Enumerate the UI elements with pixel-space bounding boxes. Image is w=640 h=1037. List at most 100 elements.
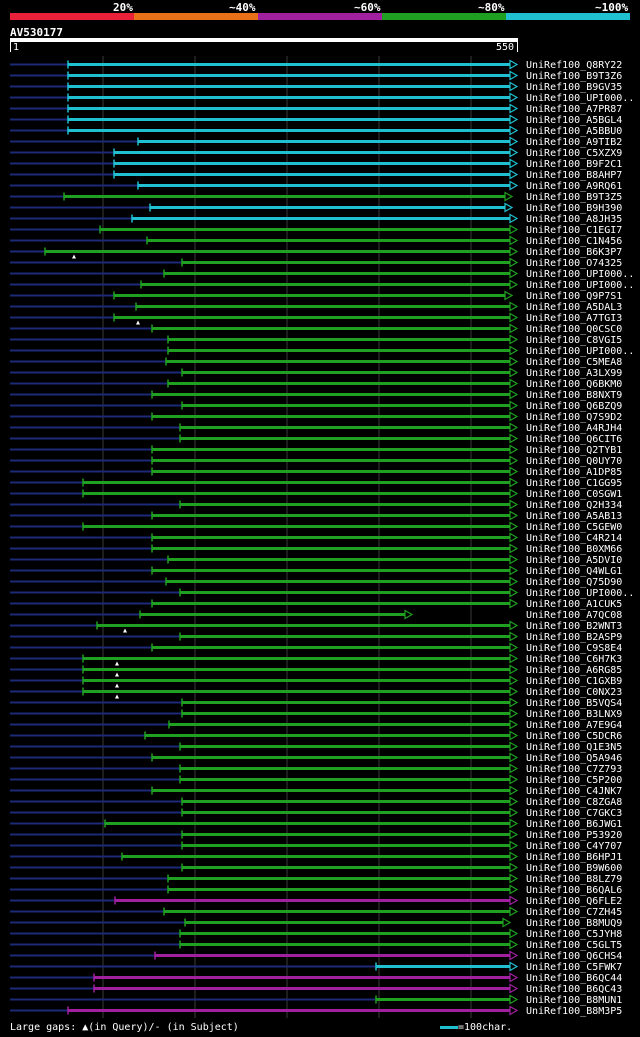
arrow-head-icon <box>509 235 519 246</box>
hit-label: UniRef100_Q5A946 <box>526 753 622 764</box>
hit-row: UniRef100_UPI000.. <box>10 279 634 291</box>
arrow-head-icon <box>509 774 519 785</box>
arrow-head-icon <box>509 92 519 103</box>
arrow-head-icon <box>509 664 519 675</box>
arrow-head-icon <box>509 961 519 972</box>
hit-label: UniRef100_B9F2C1 <box>526 159 622 170</box>
hit-label: UniRef100_C8VGI5 <box>526 335 622 346</box>
hit-label: UniRef100_B2ASP9 <box>526 632 622 643</box>
hit-label: UniRef100_Q6CHS4 <box>526 951 622 962</box>
hit-label: UniRef100_A5DVI0 <box>526 555 622 566</box>
subject-gap-label: - (in Subject) <box>154 1022 239 1033</box>
legend-label-2: ~40% <box>229 1 256 14</box>
hit-row: UniRef100_C5JYH8 <box>10 928 622 940</box>
arrow-head-icon <box>509 103 519 114</box>
hit-label: UniRef100_C6H7K3 <box>526 654 622 665</box>
hit-label: UniRef100_UPI000.. <box>526 346 634 357</box>
hit-row: UniRef100_B8AHP7 <box>10 169 622 181</box>
hit-row: UniRef100_B6JWG1 <box>10 818 622 830</box>
hit-row: UniRef100_C5P200 <box>10 774 622 786</box>
hit-row: UniRef100_Q6FLE2 <box>10 895 622 907</box>
hit-row: UniRef100_Q7S9D2 <box>10 411 622 423</box>
hit-label: UniRef100_A7TGI3 <box>526 313 622 324</box>
legend-label-3: ~60% <box>354 1 381 14</box>
arrow-head-icon <box>509 763 519 774</box>
arrow-head-icon <box>509 653 519 664</box>
arrow-head-icon <box>504 191 514 202</box>
hit-row: UniRef100_C1GG95 <box>10 477 622 489</box>
hit-label: UniRef100_B9GV35 <box>526 82 622 93</box>
hit-label: UniRef100_B8AHP7 <box>526 170 622 181</box>
hit-label: UniRef100_Q4WLG1 <box>526 566 622 577</box>
arrow-head-icon <box>509 422 519 433</box>
hit-label: UniRef100_Q0UY70 <box>526 456 622 467</box>
hit-row: UniRef100_A1CUK5 <box>10 598 622 610</box>
hit-row: UniRef100_C8VGI5 <box>10 334 622 346</box>
arrow-head-icon <box>509 807 519 818</box>
hit-row: UniRef100_B8M3P5 <box>10 1005 622 1017</box>
hit-label: UniRef100_Q2TYB1 <box>526 445 622 456</box>
arrow-head-icon <box>504 290 514 301</box>
hit-row: UniRef100_Q6CIT6 <box>10 433 622 445</box>
arrow-head-icon <box>509 719 519 730</box>
arrow-head-icon <box>509 972 519 983</box>
query-bar <box>10 38 518 42</box>
hit-row: UniRef100_C7ZH45 <box>10 906 622 918</box>
hit-label: UniRef100_UPI000.. <box>526 280 634 291</box>
arrow-head-icon <box>509 81 519 92</box>
hit-label: UniRef100_C4Y707 <box>526 841 622 852</box>
hit-label: UniRef100_C0NX23 <box>526 687 622 698</box>
arrow-head-icon <box>509 213 519 224</box>
arrow-head-icon <box>509 543 519 554</box>
hit-label: UniRef100_C9S8E4 <box>526 643 622 654</box>
arrow-head-icon <box>509 268 519 279</box>
hit-row: UniRef100_Q6CHS4 <box>10 950 622 962</box>
hit-label: UniRef100_C1N456 <box>526 236 622 247</box>
hit-label: UniRef100_B9T3Z6 <box>526 71 622 82</box>
hit-row: UniRef100_A7E9G4 <box>10 719 622 731</box>
hit-row: UniRef100_O74325 <box>10 257 622 269</box>
arrow-head-icon <box>509 312 519 323</box>
hit-label: UniRef100_A5AB13 <box>526 511 622 522</box>
hit-row: UniRef100_UPI000.. <box>10 92 634 104</box>
arrow-head-icon <box>509 686 519 697</box>
hit-row: UniRef100_Q0CSC0 <box>10 323 622 335</box>
hit-row: UniRef100_A5DVI0 <box>10 554 622 566</box>
hit-row: UniRef100_B0XM66 <box>10 543 622 555</box>
hit-row: UniRef100_B2WNT3 <box>10 620 622 633</box>
hit-label: UniRef100_UPI000.. <box>526 269 634 280</box>
hit-label: UniRef100_B6HPJ1 <box>526 852 622 863</box>
arrow-head-icon <box>509 598 519 609</box>
arrow-head-icon <box>509 169 519 180</box>
legend-label-1: 20% <box>113 1 133 14</box>
legend-bar-1 <box>10 13 134 20</box>
hit-label: UniRef100_C7Z793 <box>526 764 622 775</box>
query-gap-triangle-icon <box>115 683 119 688</box>
hit-label: UniRef100_B6QC44 <box>526 973 622 984</box>
hit-label: UniRef100_C5GEW0 <box>526 522 622 533</box>
hit-row: UniRef100_P53920 <box>10 829 622 841</box>
arrow-head-icon <box>509 851 519 862</box>
arrow-head-icon <box>509 70 519 81</box>
hit-row: UniRef100_C6H7K3 <box>10 653 622 666</box>
ruler-start-label: 1 <box>13 42 20 53</box>
hit-row: UniRef100_C5GEW0 <box>10 521 622 533</box>
hit-label: UniRef100_A1DP85 <box>526 467 622 478</box>
hit-row: UniRef100_UPI000.. <box>10 345 634 357</box>
hit-label: UniRef100_C1EGI7 <box>526 225 622 236</box>
hit-label: UniRef100_Q7S9D2 <box>526 412 622 423</box>
arrow-head-icon <box>509 444 519 455</box>
hit-row: UniRef100_C4JNK7 <box>10 785 622 797</box>
arrow-head-icon <box>509 59 519 70</box>
hit-label: UniRef100_P53920 <box>526 830 622 841</box>
hit-label: UniRef100_A8JH35 <box>526 214 622 225</box>
hit-row: UniRef100_A9TIB2 <box>10 136 622 148</box>
arrow-head-icon <box>509 906 519 917</box>
legend-bar-5 <box>506 13 630 20</box>
hit-label: UniRef100_B6QAL6 <box>526 885 622 896</box>
hit-label: UniRef100_Q2H334 <box>526 500 622 511</box>
arrow-head-icon <box>509 532 519 543</box>
arrow-head-icon <box>509 246 519 257</box>
hit-row: UniRef100_B8MUN1 <box>10 994 622 1006</box>
arrow-head-icon <box>509 884 519 895</box>
